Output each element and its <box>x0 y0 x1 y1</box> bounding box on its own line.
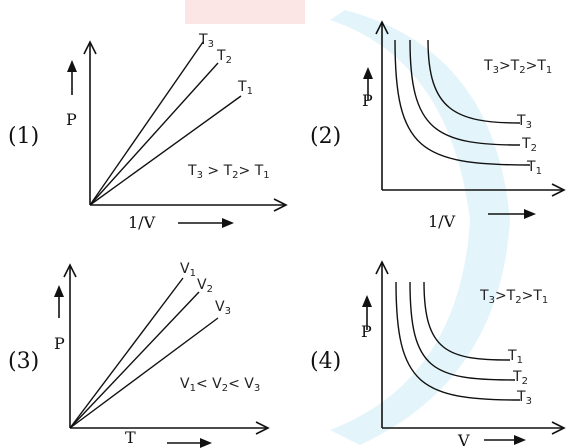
graph-4-relation: T3>T2>T1 <box>479 288 548 306</box>
graph-3-curve-label-v3: V3 <box>215 299 231 317</box>
graph-4: (4) P T1 T2 T3 T3>T2>T1 V <box>310 260 566 448</box>
graph-1-line-t1 <box>89 95 242 206</box>
graph-3-x-axis-arrow <box>255 421 270 435</box>
graph-2-relation: T3>T2>T1 <box>483 58 552 76</box>
graph-1-relation: T3 > T2> T1 <box>187 163 270 181</box>
graph-1-x-axis-arrow <box>273 198 288 212</box>
graph-2-curve-t2 <box>409 39 521 146</box>
graph-1-curve-label-t2: T2 <box>216 48 232 66</box>
graph-4-curve-t2 <box>409 281 516 381</box>
graph-2-y-label: P <box>362 91 373 110</box>
graph-4-curve-label-t2: T2 <box>512 369 528 387</box>
graph-1-line-t3 <box>89 41 204 206</box>
graph-2-curve-label-t1: T1 <box>526 159 542 177</box>
graph-4-x-label: V <box>457 431 470 448</box>
graph-2-number: (2) <box>310 124 341 149</box>
graph-3-line-v1 <box>69 277 184 429</box>
graph-2-x-axis-arrow <box>551 183 566 197</box>
graph-2-curve-t3 <box>427 39 521 124</box>
graph-3-y-label: P <box>54 334 65 353</box>
graph-4-x-axis-arrow <box>551 421 566 435</box>
graph-3-curve-label-v2: V2 <box>197 277 213 295</box>
graph-1-curve-label-t3: T3 <box>198 32 214 50</box>
background-watermark <box>185 0 510 445</box>
graph-1-x-label: 1/V <box>128 213 156 232</box>
graph-1-y-axis-arrow <box>83 40 97 55</box>
graph-3-line-v2 <box>69 291 200 429</box>
graph-4-y-label: P <box>361 322 372 341</box>
graph-4-curve-label-t3: T3 <box>516 389 532 407</box>
graph-2: (2) P T3 T2 T1 T3>T2>T1 1/V <box>310 20 566 231</box>
graph-2-curve-t1 <box>394 39 531 166</box>
graph-2-x-label: 1/V <box>428 212 456 231</box>
graph-1-line-t2 <box>89 62 219 206</box>
graph-3-number: (3) <box>8 349 39 374</box>
graph-3: (3) P V1 V2 V3 V1< V2< V3 T <box>8 261 270 448</box>
graph-2-y-axis-arrow <box>375 20 389 35</box>
graph-4-number: (4) <box>310 349 341 374</box>
graph-3-curve-label-v1: V1 <box>180 261 196 279</box>
graph-1-curve-label-t1: T1 <box>237 79 253 97</box>
graph-4-curve-t1 <box>423 281 511 361</box>
graph-2-curve-label-t2: T2 <box>521 136 537 154</box>
graph-3-x-label: T <box>125 428 136 447</box>
graph-1: (1) P T3 T2 T1 T3 > T2> T1 1/V <box>8 32 288 232</box>
graph-4-y-axis-arrow <box>375 260 389 275</box>
graph-3-y-axis-arrow <box>63 263 77 278</box>
graph-1-y-label: P <box>66 110 77 129</box>
graph-3-relation: V1< V2< V3 <box>180 376 260 394</box>
graph-4-curve-t3 <box>395 281 521 401</box>
graph-1-number: (1) <box>8 124 39 149</box>
graph-2-curve-label-t3: T3 <box>516 113 532 131</box>
graph-4-curve-label-t1: T1 <box>507 348 523 366</box>
graph-3-line-v3 <box>69 317 219 429</box>
